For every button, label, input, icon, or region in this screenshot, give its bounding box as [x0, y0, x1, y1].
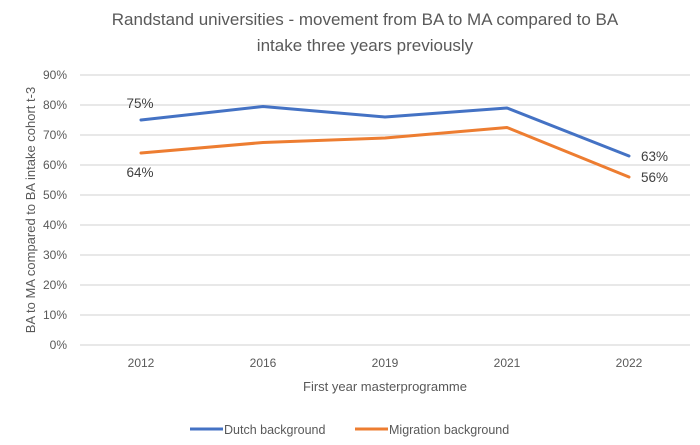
x-tick-labels: 2012 2016 2019 2021 2022	[128, 356, 643, 370]
x-tick-label: 2022	[616, 356, 643, 370]
y-tick-label: 70%	[43, 128, 67, 142]
data-label: 75%	[126, 96, 153, 111]
gridlines	[80, 74, 690, 346]
x-axis-title: First year masterprogramme	[303, 379, 467, 394]
chart-title-line-1: Randstand universities - movement from B…	[112, 10, 619, 29]
y-tick-label: 80%	[43, 98, 67, 112]
y-tick-label: 0%	[50, 338, 68, 352]
y-tick-label: 40%	[43, 218, 67, 232]
x-tick-label: 2021	[494, 356, 521, 370]
series-lines	[139, 105, 631, 179]
data-label: 63%	[641, 149, 668, 164]
data-label: 64%	[126, 165, 153, 180]
x-tick-label: 2019	[372, 356, 399, 370]
y-tick-labels: 0% 10% 20% 30% 40% 50% 60% 70% 80% 90%	[43, 68, 67, 352]
data-labels: 75% 63% 64% 56%	[126, 96, 668, 185]
x-tick-label: 2012	[128, 356, 155, 370]
data-label: 56%	[641, 170, 668, 185]
legend-label: Dutch background	[224, 423, 326, 437]
y-tick-label: 90%	[43, 68, 67, 82]
chart-title-line-2: intake three years previously	[257, 36, 474, 55]
y-tick-label: 30%	[43, 248, 67, 262]
x-tick-label: 2016	[250, 356, 277, 370]
y-tick-label: 50%	[43, 188, 67, 202]
y-tick-label: 60%	[43, 158, 67, 172]
y-tick-label: 20%	[43, 278, 67, 292]
y-tick-label: 10%	[43, 308, 67, 322]
legend: Dutch background Migration background	[190, 423, 509, 437]
y-axis-title: BA to MA compared to BA intake cohort t-…	[23, 87, 38, 333]
legend-label: Migration background	[389, 423, 509, 437]
